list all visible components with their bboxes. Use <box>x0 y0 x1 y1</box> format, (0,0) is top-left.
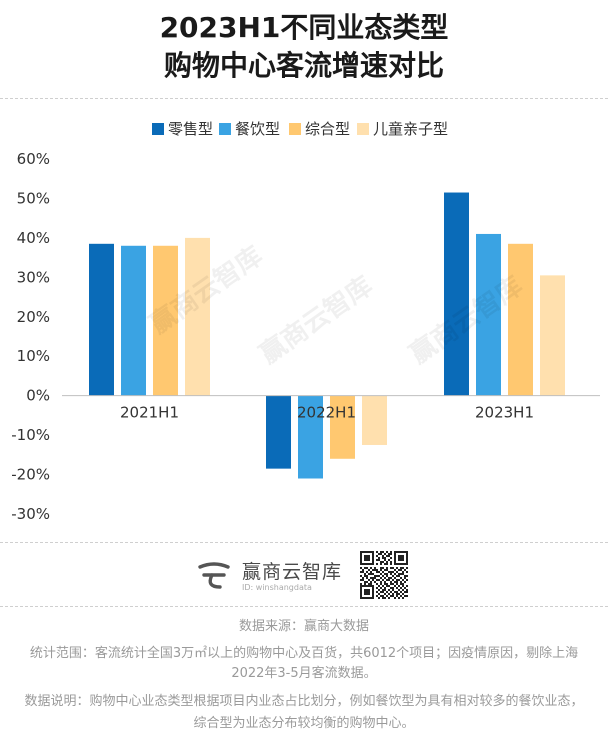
legend-swatch-1 <box>152 123 164 135</box>
bar-2022H1-3 <box>330 395 355 459</box>
chart-title-line2: 购物中心客流增速对比 <box>163 49 444 82</box>
y-tick-label: -20% <box>11 466 50 484</box>
bottom-divider <box>0 606 608 607</box>
bar-2021H1-4 <box>185 237 210 396</box>
chart-legend: 零售型 餐饮型 综合型 儿童亲子型 <box>152 120 448 138</box>
bar-2021H1-1 <box>89 243 114 396</box>
bar-2021H1-3 <box>153 245 178 396</box>
y-tick-label: 50% <box>17 189 50 207</box>
y-tick-label: 10% <box>17 347 50 365</box>
x-tick-label: 2023H1 <box>475 404 534 422</box>
legend-swatch-4 <box>357 123 369 135</box>
bar-2023H1-3 <box>508 243 533 396</box>
x-axis: 2021H1 2022H1 2023H1 <box>62 395 600 422</box>
legend-label-3: 综合型 <box>305 120 350 138</box>
bar-2022H1-2 <box>298 395 323 479</box>
y-tick-label: 60% <box>17 150 50 168</box>
legend-label-2: 餐饮型 <box>235 120 280 138</box>
x-tick-label: 2022H1 <box>297 404 356 422</box>
top-divider <box>0 98 608 99</box>
brand-id: ID: winshangdata <box>242 583 312 592</box>
y-tick-label: 30% <box>17 268 50 286</box>
footer-source: 数据来源：赢商大数据 <box>238 619 369 634</box>
bar-2022H1-1 <box>266 395 291 469</box>
brand-mark-icon <box>198 562 230 589</box>
bar-2023H1-4 <box>540 275 565 396</box>
footer-note-line1: 数据说明：购物中心业态类型根据项目内业态占比划分，例如餐饮型为具有相对较多的餐饮… <box>24 694 584 709</box>
legend-label-4: 儿童亲子型 <box>373 120 448 138</box>
middle-divider <box>0 542 608 543</box>
bar-chart: 零售型 餐饮型 综合型 儿童亲子型 -30% -20% -10% 0% 10% 20% 30% 40… <box>11 120 600 523</box>
legend-swatch-3 <box>289 123 301 135</box>
y-axis: -30% -20% -10% 0% 10% 20% 30% 40% 50% 60% <box>11 150 50 523</box>
legend-swatch-2 <box>219 123 231 135</box>
y-tick-label: 40% <box>17 229 50 247</box>
y-tick-label: -30% <box>11 505 50 523</box>
qr-code-icon <box>360 551 408 599</box>
footer-scope-line1: 统计范围：客流统计全国3万㎡以上的购物中心及百货，共6012个项目；因疫情原因，… <box>29 646 579 661</box>
brand-name: 赢商云智库 <box>242 561 343 583</box>
bar-2023H1-2 <box>476 233 501 396</box>
y-tick-label: 20% <box>17 308 50 326</box>
bar-2023H1-1 <box>444 192 469 396</box>
x-tick-label: 2021H1 <box>120 404 179 422</box>
bar-2021H1-2 <box>121 245 146 396</box>
footer-scope-line2: 2022年3-5月客流数据。 <box>231 666 377 681</box>
bars <box>89 192 565 479</box>
y-tick-label: -10% <box>11 426 50 444</box>
legend-label-1: 零售型 <box>168 120 213 138</box>
footer-note-line2: 综合型为业态分布较均衡的购物中心。 <box>193 716 415 731</box>
y-tick-label: 0% <box>26 387 50 405</box>
bar-2022H1-4 <box>362 395 387 445</box>
chart-title-line1: 2023H1不同业态类型 <box>159 11 449 44</box>
